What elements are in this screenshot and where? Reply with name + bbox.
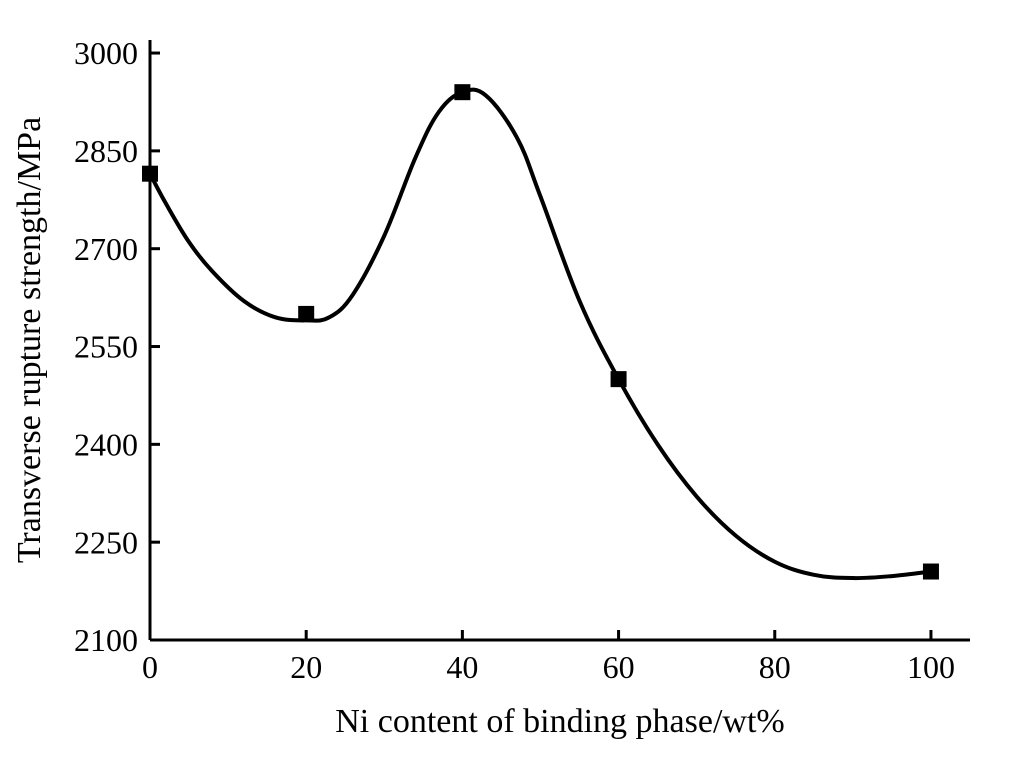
x-tick-label: 60 bbox=[603, 649, 635, 685]
y-tick-label: 2400 bbox=[74, 427, 138, 463]
y-tick-label: 2550 bbox=[74, 329, 138, 365]
y-tick-label: 3000 bbox=[74, 35, 138, 71]
data-marker bbox=[923, 564, 939, 580]
y-tick-label: 2250 bbox=[74, 524, 138, 560]
chart-svg: 0 20 40 60 80 100 2100 2250 2400 2550 2700 2850 3000… bbox=[0, 0, 1016, 770]
x-tick-label: 100 bbox=[907, 649, 955, 685]
x-tick-label: 20 bbox=[290, 649, 322, 685]
x-tick-label: 80 bbox=[759, 649, 791, 685]
x-axis-label: Ni content of binding phase/wt% bbox=[335, 703, 784, 740]
y-axis-label: Transverse rupture strength/MPa bbox=[11, 117, 48, 563]
x-tick-label: 40 bbox=[446, 649, 478, 685]
chart-container: 0 20 40 60 80 100 2100 2250 2400 2550 2700 2850 3000… bbox=[0, 0, 1016, 770]
y-tick-label: 2100 bbox=[74, 622, 138, 658]
data-marker bbox=[142, 166, 158, 182]
data-marker bbox=[611, 371, 627, 387]
x-tick-label: 0 bbox=[142, 649, 158, 685]
y-tick-label: 2700 bbox=[74, 231, 138, 267]
y-tick-label: 2850 bbox=[74, 133, 138, 169]
data-marker bbox=[298, 306, 314, 322]
data-marker bbox=[454, 84, 470, 100]
